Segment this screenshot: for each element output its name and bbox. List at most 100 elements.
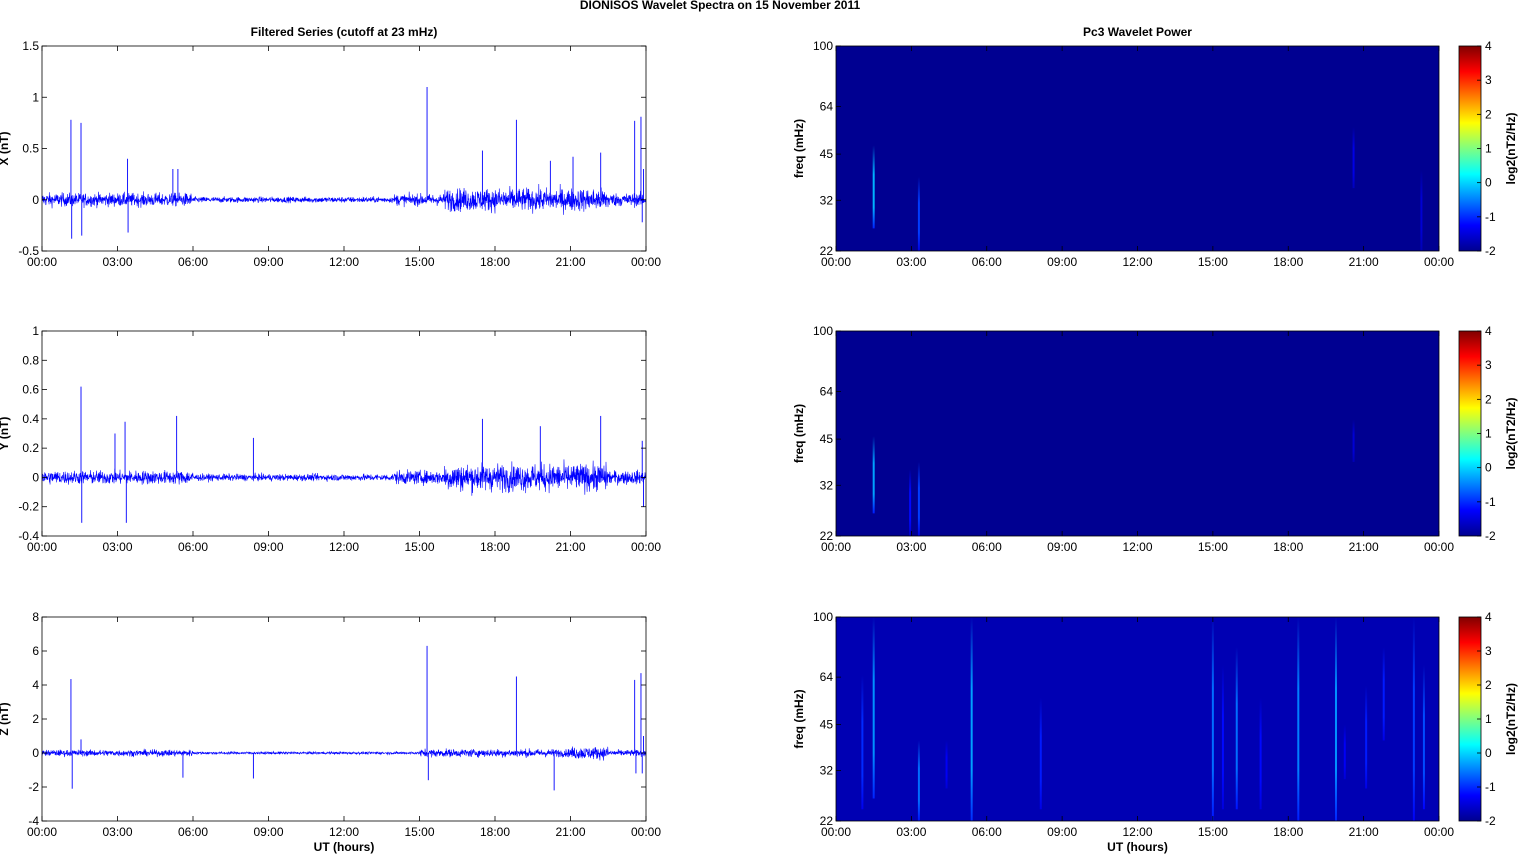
burst-5	[1039, 697, 1042, 810]
y-axis-label: freq (mHz)	[792, 689, 806, 748]
burst-2	[1352, 126, 1355, 189]
y-axis-label: X (nT)	[0, 132, 11, 166]
y-tick-label: 64	[820, 384, 834, 398]
figure-title: DIONISOS Wavelet Spectra on 15 November …	[580, 0, 861, 12]
y-tick-label: 45	[820, 718, 834, 732]
colorbar-tick-label: -1	[1485, 210, 1496, 224]
x-tick-label: 18:00	[480, 540, 510, 554]
x-tick-label: 06:00	[178, 255, 208, 269]
x-tick-label: 03:00	[102, 255, 132, 269]
y-tick-label: 32	[820, 193, 834, 207]
x-tick-label: 12:00	[1122, 825, 1152, 839]
x-tick-label: 12:00	[329, 255, 359, 269]
x-axis-label: UT (hours)	[314, 840, 375, 854]
y-axis-label: Y (nT)	[0, 417, 11, 451]
y-tick-label: -2	[28, 780, 39, 794]
x-tick-label: 00:00	[821, 540, 851, 554]
colorbar-tick-label: 3	[1485, 73, 1492, 87]
y-tick-label: 0.6	[22, 383, 39, 397]
colorbar-tick-label: 1	[1485, 142, 1492, 156]
x-tick-label: 21:00	[555, 255, 585, 269]
y-tick-label: 0.2	[22, 441, 39, 455]
burst-1	[909, 469, 912, 536]
panel-0: Filtered Series (cutoff at 23 mHz)-0.500…	[0, 25, 661, 269]
y-tick-label: 1	[32, 324, 39, 338]
y-tick-label: 100	[813, 610, 833, 624]
x-tick-label: 00:00	[631, 825, 661, 839]
colorbar-tick-label: -1	[1485, 495, 1496, 509]
burst-0	[872, 145, 875, 229]
y-tick-label: 100	[813, 39, 833, 53]
x-tick-label: 00:00	[27, 825, 57, 839]
x-tick-label: 09:00	[253, 255, 283, 269]
panel-1: Pc3 Wavelet Power 22 32 45 64 100 -2 -1 0 1 2 3 4 log…	[792, 25, 1518, 269]
burst-11	[1334, 617, 1337, 821]
burst-0	[872, 436, 875, 514]
y-tick-label: 22	[820, 529, 834, 543]
x-tick-label: 18:00	[1273, 825, 1303, 839]
x-axis-label: UT (hours)	[1107, 840, 1168, 854]
heatmap-background	[836, 617, 1439, 821]
trace-group	[42, 645, 646, 791]
x-tick-label: 09:00	[1047, 255, 1077, 269]
series-trace	[42, 459, 646, 496]
x-tick-label: 06:00	[972, 825, 1002, 839]
y-axis-label: freq (mHz)	[792, 404, 806, 463]
y-tick-label: 1	[32, 90, 39, 104]
y-tick-label: 0	[32, 470, 39, 484]
colorbar-tick-label: -2	[1485, 814, 1496, 828]
y-tick-label: 0	[32, 193, 39, 207]
colorbar-tick-label: 4	[1485, 610, 1492, 624]
colorbar-tick-label: -2	[1485, 529, 1496, 543]
x-tick-label: 18:00	[1273, 540, 1303, 554]
burst-10	[1297, 617, 1300, 821]
y-tick-label: -0.2	[18, 500, 39, 514]
x-tick-label: 00:00	[27, 540, 57, 554]
colorbar-tick-label: 2	[1485, 107, 1492, 121]
x-tick-label: 12:00	[1122, 540, 1152, 554]
colorbar-tick-label: 3	[1485, 644, 1492, 658]
y-axis-label: Z (nT)	[0, 702, 11, 735]
y-tick-label: 64	[820, 670, 834, 684]
y-tick-label: 22	[820, 814, 834, 828]
heatmap-background	[836, 46, 1439, 251]
panel-5: 22 32 45 64 100 -2 -1 0 1 2 3 4 log2(nT2/Hz) 00:00 03:…	[792, 610, 1518, 854]
colorbar-tick-label: 0	[1485, 746, 1492, 760]
y-tick-label: -0.4	[18, 529, 39, 543]
colorbar-label: log2(nT2/Hz)	[1504, 683, 1518, 755]
x-tick-label: 03:00	[896, 255, 926, 269]
trace-group	[42, 386, 646, 523]
colorbar-tick-label: -2	[1485, 244, 1496, 258]
x-tick-label: 12:00	[1122, 255, 1152, 269]
colorbar-tick-label: 2	[1485, 392, 1492, 406]
x-tick-label: 21:00	[1349, 825, 1379, 839]
burst-8	[1235, 647, 1238, 810]
colorbar-tick-label: 0	[1485, 461, 1492, 475]
colorbar-label: log2(nT2/Hz)	[1504, 398, 1518, 470]
x-tick-label: 09:00	[1047, 825, 1077, 839]
colorbar: -2 -1 0 1 2 3 4 log2(nT2/Hz)	[1458, 610, 1518, 828]
y-tick-label: 6	[32, 644, 39, 658]
x-tick-label: 15:00	[1198, 825, 1228, 839]
burst-3	[1420, 170, 1423, 251]
burst-0	[861, 675, 864, 810]
x-tick-label: 21:00	[1349, 540, 1379, 554]
x-tick-label: 03:00	[896, 540, 926, 554]
x-tick-label: 15:00	[404, 825, 434, 839]
burst-7	[1221, 665, 1224, 810]
y-tick-label: 2	[32, 712, 39, 726]
panel-2: -0.4 -0.2 0 0.2 0.4 0.6 0.8 1 00:00 03:00 06:00 09:…	[0, 324, 661, 554]
x-tick-label: 12:00	[329, 825, 359, 839]
x-tick-label: 18:00	[480, 255, 510, 269]
x-tick-label: 18:00	[480, 825, 510, 839]
colorbar-tick-label: 4	[1485, 324, 1492, 338]
x-tick-label: 00:00	[821, 255, 851, 269]
burst-3	[1352, 419, 1355, 463]
x-tick-label: 21:00	[555, 825, 585, 839]
panel-3: 22 32 45 64 100 -2 -1 0 1 2 3 4 log2(nT2/Hz) 00:00 03:…	[792, 324, 1518, 554]
y-tick-label: -4	[28, 814, 39, 828]
burst-15	[1412, 617, 1415, 821]
y-tick-label: 8	[32, 610, 39, 624]
x-tick-label: 03:00	[102, 825, 132, 839]
y-tick-label: 1.5	[22, 39, 39, 53]
